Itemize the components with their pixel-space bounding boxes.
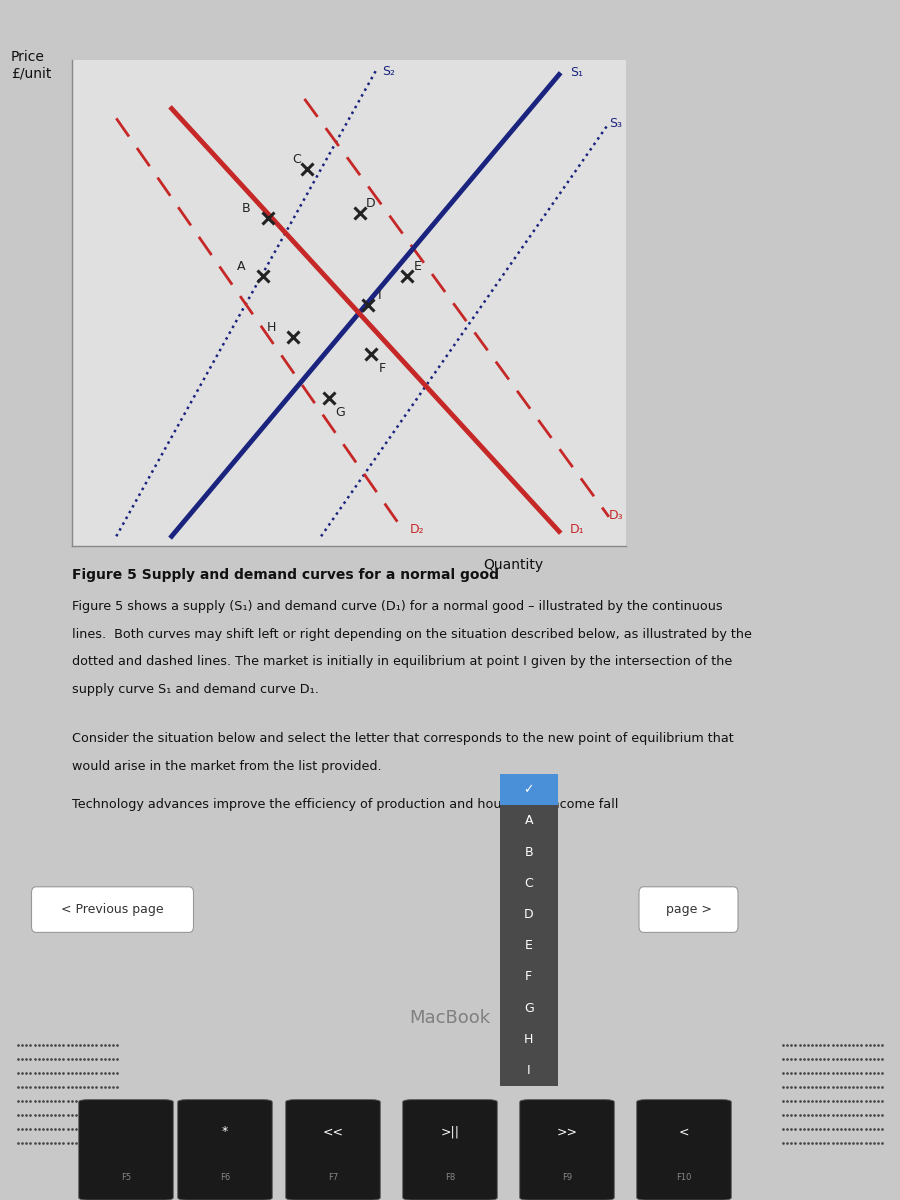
Text: F5: F5 <box>121 1172 131 1182</box>
Text: I: I <box>526 1064 531 1076</box>
Text: C: C <box>525 877 533 889</box>
FancyBboxPatch shape <box>403 1099 497 1200</box>
Text: page >: page > <box>666 904 711 916</box>
Text: A: A <box>237 260 245 274</box>
Text: >||: >|| <box>440 1126 460 1138</box>
Text: E: E <box>525 940 533 952</box>
Text: < Previous page: < Previous page <box>61 904 164 916</box>
Text: F: F <box>526 971 532 983</box>
Text: ✓: ✓ <box>524 784 534 796</box>
Text: Technology advances improve the efficiency of production and household income fa: Technology advances improve the efficien… <box>72 798 618 811</box>
Text: Consider the situation below and select the letter that corresponds to the new p: Consider the situation below and select … <box>72 732 734 745</box>
Text: would arise in the market from the list provided.: would arise in the market from the list … <box>72 760 382 773</box>
Text: lines.  Both curves may shift left or right depending on the situation described: lines. Both curves may shift left or rig… <box>72 628 752 641</box>
Text: S₁: S₁ <box>571 66 583 79</box>
Text: D: D <box>524 908 534 920</box>
FancyBboxPatch shape <box>177 1099 272 1200</box>
Text: B: B <box>525 846 533 858</box>
Text: A: A <box>525 815 533 827</box>
Text: Price
£/unit: Price £/unit <box>11 50 51 80</box>
Text: D₁: D₁ <box>571 523 585 536</box>
Text: C: C <box>292 154 301 166</box>
Text: S₂: S₂ <box>382 65 395 78</box>
Text: <: < <box>679 1126 689 1138</box>
Text: MacBook: MacBook <box>410 1008 490 1026</box>
Text: D₃: D₃ <box>609 509 624 522</box>
Text: *: * <box>222 1126 228 1138</box>
Text: B: B <box>242 202 251 215</box>
FancyBboxPatch shape <box>79 1099 173 1200</box>
Text: Figure 5 shows a supply (S₁) and demand curve (D₁) for a normal good – illustrat: Figure 5 shows a supply (S₁) and demand … <box>72 600 723 613</box>
Text: E: E <box>414 260 422 274</box>
Text: I: I <box>377 289 381 302</box>
Text: S₃: S₃ <box>609 116 622 130</box>
Text: D₂: D₂ <box>410 523 424 536</box>
Text: G: G <box>336 406 346 419</box>
Text: F7: F7 <box>328 1172 338 1182</box>
Text: G: G <box>524 1002 534 1014</box>
Text: F10: F10 <box>676 1172 692 1182</box>
Text: >>: >> <box>556 1126 578 1138</box>
Text: F6: F6 <box>220 1172 230 1182</box>
Text: F8: F8 <box>445 1172 455 1182</box>
Text: D: D <box>366 197 375 210</box>
FancyBboxPatch shape <box>286 1099 380 1200</box>
Text: F: F <box>378 362 385 376</box>
Text: Figure 5 Supply and demand curves for a normal good: Figure 5 Supply and demand curves for a … <box>72 568 499 582</box>
Text: H: H <box>524 1033 534 1045</box>
FancyBboxPatch shape <box>637 1099 731 1200</box>
Text: F9: F9 <box>562 1172 572 1182</box>
Text: dotted and dashed lines. The market is initially in equilibrium at point I given: dotted and dashed lines. The market is i… <box>72 655 733 668</box>
FancyBboxPatch shape <box>520 1099 614 1200</box>
Text: supply curve S₁ and demand curve D₁.: supply curve S₁ and demand curve D₁. <box>72 683 319 696</box>
Text: Quantity: Quantity <box>483 558 543 572</box>
Text: <<: << <box>322 1126 344 1138</box>
Text: H: H <box>266 320 276 334</box>
